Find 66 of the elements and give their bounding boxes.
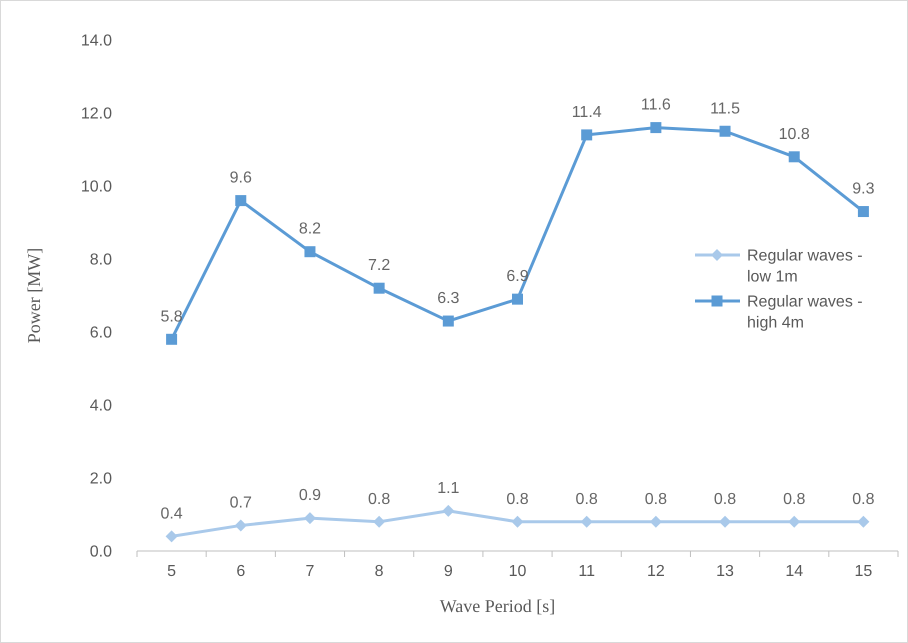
y-tick-label: 12.0 (80, 106, 112, 123)
data-label: 1.1 (437, 480, 460, 497)
point (304, 246, 316, 258)
point (442, 504, 454, 517)
point (857, 516, 870, 528)
x-tick-label: 9 (444, 563, 453, 580)
point (512, 516, 524, 528)
y-tick-label: 0.0 (90, 544, 112, 561)
x-tick-label: 15 (854, 563, 872, 580)
point (304, 512, 316, 524)
point (719, 516, 732, 528)
point (788, 151, 800, 162)
data-label: 8.2 (298, 220, 322, 238)
point (166, 530, 178, 542)
point (235, 195, 246, 206)
legend-label: Regular waves - high 4m (747, 294, 863, 332)
x-tick-label: 13 (716, 563, 734, 580)
data-label: 0.8 (644, 490, 668, 508)
point (858, 206, 869, 218)
data-label: 0.8 (852, 490, 875, 508)
y-tick-label: 14.0 (80, 32, 112, 50)
point (580, 516, 593, 528)
data-label: 5.8 (160, 308, 183, 326)
point (234, 519, 247, 532)
y-tick-label: 6.0 (90, 324, 112, 342)
data-label: 10.8 (778, 126, 810, 143)
point (788, 516, 800, 528)
x-tick-label: 5 (167, 563, 176, 580)
point (166, 334, 178, 345)
data-label: 0.8 (368, 490, 390, 508)
data-label: 6.3 (437, 290, 460, 308)
data-label: 0.9 (298, 487, 322, 504)
data-label: 0.8 (783, 490, 806, 508)
y-axis-title: Power [MW] (24, 248, 44, 344)
point (650, 516, 662, 528)
data-label: 11.4 (572, 104, 602, 121)
x-tick-label: 14 (785, 563, 804, 580)
data-label: 0.4 (160, 505, 183, 522)
data-label: 9.6 (230, 170, 252, 187)
y-tick-label: 4.0 (90, 398, 112, 415)
y-tick-label: 10.0 (80, 178, 112, 196)
y-tick-label: 2.0 (90, 470, 112, 488)
point (442, 316, 454, 327)
point (374, 282, 385, 294)
data-label: 0.8 (714, 490, 736, 508)
point (581, 129, 592, 140)
data-label: 9.3 (852, 180, 875, 198)
point (720, 126, 731, 137)
y-tick-label: 8.0 (90, 252, 112, 269)
x-tick-label: 6 (236, 563, 246, 580)
legend-label: Regular waves - low 1m (747, 248, 863, 286)
data-label: 0.8 (506, 490, 529, 508)
data-label: 11.5 (710, 100, 740, 118)
point (650, 122, 662, 134)
point (373, 516, 386, 528)
point (512, 294, 523, 305)
x-tick-label: 7 (306, 563, 314, 580)
x-axis-title: Wave Period [s] (440, 596, 556, 616)
data-label: 0.7 (230, 494, 252, 512)
x-tick-label: 10 (508, 563, 526, 580)
data-label: 7.2 (368, 257, 390, 274)
x-tick-label: 12 (646, 563, 665, 580)
x-tick-label: 8 (374, 563, 384, 580)
data-label: 0.8 (576, 490, 598, 508)
data-label: 11.6 (640, 96, 671, 114)
x-tick-label: 11 (578, 563, 596, 580)
